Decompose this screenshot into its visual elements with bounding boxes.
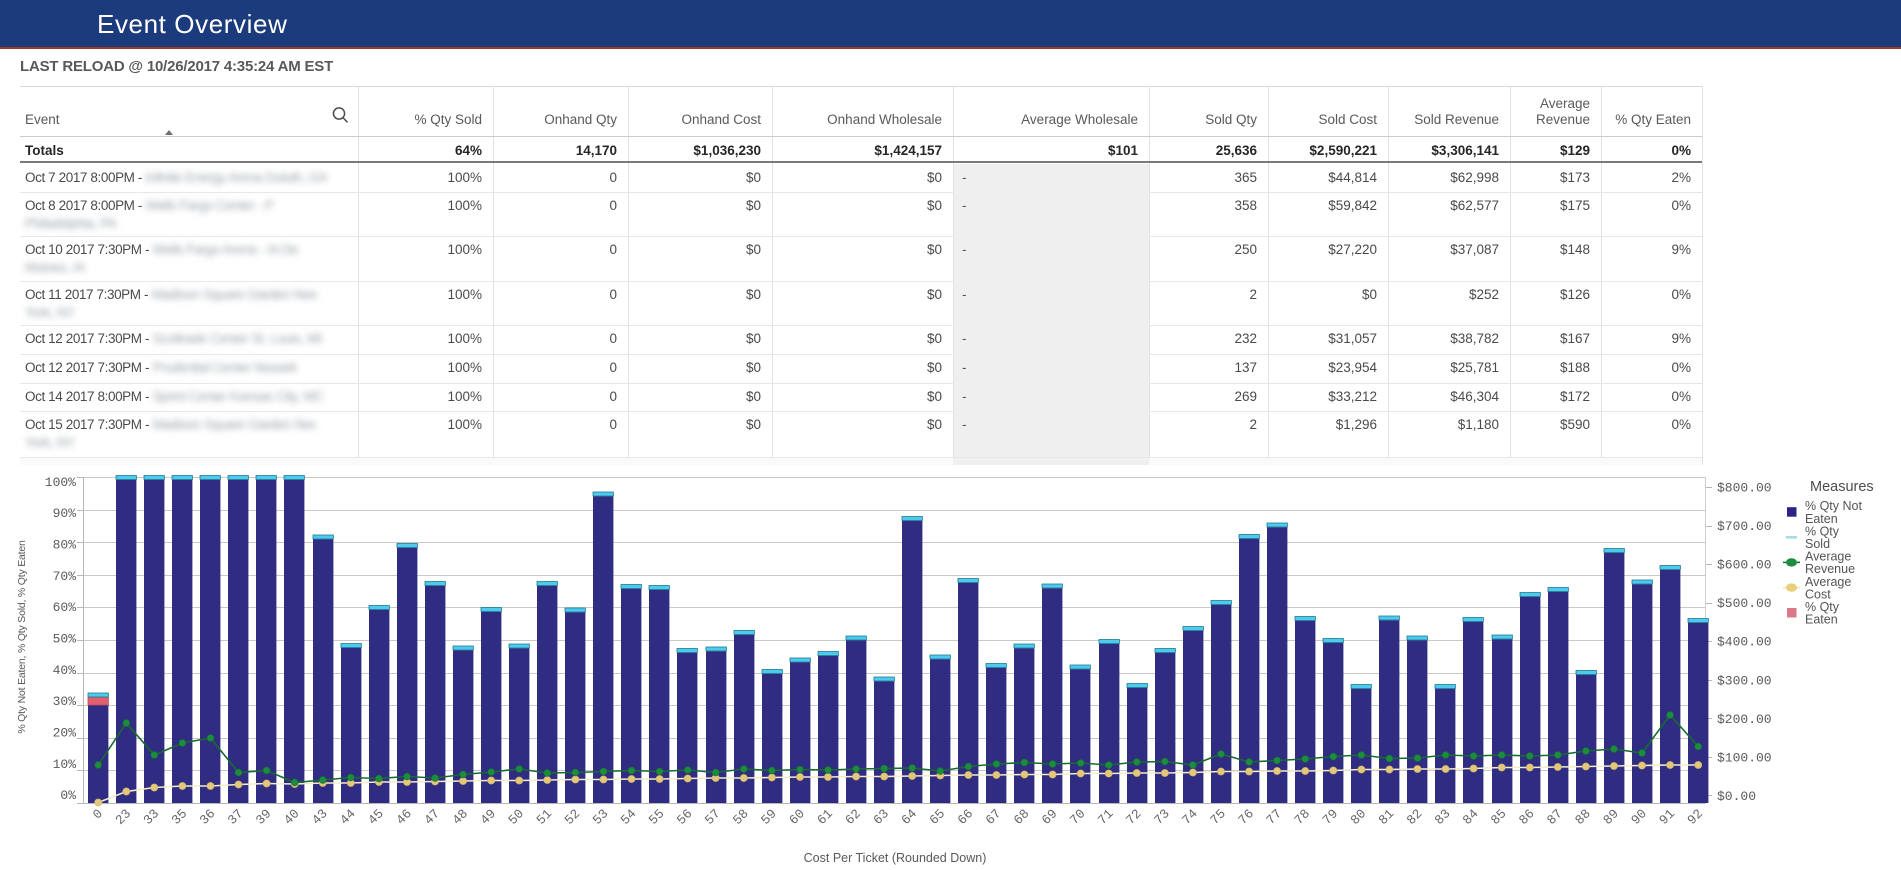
svg-text:39: 39 xyxy=(253,806,275,828)
svg-text:47: 47 xyxy=(421,806,443,828)
svg-text:0%: 0% xyxy=(60,788,76,803)
svg-text:87: 87 xyxy=(1544,806,1566,828)
svg-text:$100.00: $100.00 xyxy=(1717,750,1772,765)
svg-text:Average: Average xyxy=(1805,575,1851,589)
svg-text:69: 69 xyxy=(1039,806,1061,828)
svg-text:51: 51 xyxy=(533,806,555,828)
svg-text:54: 54 xyxy=(618,806,640,828)
svg-text:70: 70 xyxy=(1067,806,1089,828)
svg-text:$0.00: $0.00 xyxy=(1717,789,1756,804)
svg-text:72: 72 xyxy=(1123,806,1145,828)
svg-text:Eaten: Eaten xyxy=(1805,613,1838,627)
svg-text:78: 78 xyxy=(1291,806,1313,828)
svg-text:60%: 60% xyxy=(53,600,77,615)
svg-text:49: 49 xyxy=(477,806,499,828)
svg-text:44: 44 xyxy=(337,806,359,828)
svg-text:74: 74 xyxy=(1179,806,1201,828)
svg-text:65: 65 xyxy=(926,806,948,828)
svg-text:63: 63 xyxy=(870,806,892,828)
svg-text:35: 35 xyxy=(169,806,191,828)
svg-text:60: 60 xyxy=(786,806,808,828)
svg-text:88: 88 xyxy=(1572,806,1594,828)
svg-text:40%: 40% xyxy=(53,663,77,678)
svg-text:37: 37 xyxy=(225,806,247,828)
svg-text:20%: 20% xyxy=(53,726,77,741)
svg-text:46: 46 xyxy=(393,806,415,828)
svg-text:90: 90 xyxy=(1628,806,1650,828)
svg-text:10%: 10% xyxy=(53,757,77,772)
svg-text:0: 0 xyxy=(90,806,106,822)
svg-text:52: 52 xyxy=(562,806,584,828)
svg-text:55: 55 xyxy=(646,806,668,828)
svg-text:Sold: Sold xyxy=(1805,537,1830,551)
svg-text:62: 62 xyxy=(842,806,864,828)
svg-text:$200.00: $200.00 xyxy=(1717,712,1772,727)
svg-text:Measures: Measures xyxy=(1810,479,1874,495)
svg-text:50: 50 xyxy=(505,806,527,828)
svg-text:83: 83 xyxy=(1432,806,1454,828)
svg-text:84: 84 xyxy=(1460,806,1482,828)
svg-text:$400.00: $400.00 xyxy=(1717,635,1772,650)
svg-text:57: 57 xyxy=(702,806,724,828)
svg-text:53: 53 xyxy=(590,806,612,828)
svg-text:Cost: Cost xyxy=(1805,587,1831,601)
svg-text:100%: 100% xyxy=(45,475,76,490)
svg-text:56: 56 xyxy=(674,806,696,828)
svg-text:85: 85 xyxy=(1488,806,1510,828)
svg-text:33: 33 xyxy=(140,806,162,828)
svg-text:70%: 70% xyxy=(53,569,77,584)
svg-text:36: 36 xyxy=(197,806,219,828)
svg-text:76: 76 xyxy=(1235,806,1257,828)
svg-text:68: 68 xyxy=(1011,806,1033,828)
svg-text:64: 64 xyxy=(898,806,920,828)
svg-text:% Qty: % Qty xyxy=(1805,600,1840,614)
svg-text:67: 67 xyxy=(983,806,1005,828)
svg-text:77: 77 xyxy=(1263,806,1285,828)
svg-text:71: 71 xyxy=(1095,806,1117,828)
svg-text:40: 40 xyxy=(281,806,303,828)
svg-text:80%: 80% xyxy=(53,538,77,553)
svg-text:48: 48 xyxy=(449,806,471,828)
svg-text:61: 61 xyxy=(814,806,836,828)
svg-text:$600.00: $600.00 xyxy=(1717,558,1772,573)
svg-text:89: 89 xyxy=(1600,806,1622,828)
svg-text:$800.00: $800.00 xyxy=(1717,481,1772,496)
svg-text:Revenue: Revenue xyxy=(1805,562,1855,576)
svg-text:30%: 30% xyxy=(53,694,77,709)
svg-text:92: 92 xyxy=(1684,806,1706,828)
svg-text:% Qty Not Eaten, % Qty Sold, %: % Qty Not Eaten, % Qty Sold, % Qty Eaten xyxy=(16,540,28,734)
svg-text:90%: 90% xyxy=(53,506,77,521)
svg-text:79: 79 xyxy=(1319,806,1341,828)
svg-text:$300.00: $300.00 xyxy=(1717,673,1772,688)
svg-text:75: 75 xyxy=(1207,806,1229,828)
svg-text:91: 91 xyxy=(1656,806,1678,828)
svg-text:82: 82 xyxy=(1404,806,1426,828)
svg-text:43: 43 xyxy=(309,806,331,828)
svg-text:86: 86 xyxy=(1516,806,1538,828)
svg-text:$700.00: $700.00 xyxy=(1717,519,1772,534)
svg-text:23: 23 xyxy=(112,806,134,828)
svg-text:50%: 50% xyxy=(53,632,77,647)
svg-text:% Qty: % Qty xyxy=(1805,524,1840,538)
svg-text:58: 58 xyxy=(730,806,752,828)
svg-text:% Qty Not: % Qty Not xyxy=(1805,499,1862,513)
svg-text:81: 81 xyxy=(1376,806,1398,828)
svg-text:66: 66 xyxy=(955,806,977,828)
svg-text:Cost Per Ticket (Rounded Down): Cost Per Ticket (Rounded Down) xyxy=(804,851,987,865)
svg-text:$500.00: $500.00 xyxy=(1717,596,1772,611)
svg-text:45: 45 xyxy=(365,806,387,828)
svg-text:73: 73 xyxy=(1151,806,1173,828)
svg-text:59: 59 xyxy=(758,806,780,828)
svg-text:80: 80 xyxy=(1348,806,1370,828)
svg-text:Average: Average xyxy=(1805,550,1851,564)
svg-text:Eaten: Eaten xyxy=(1805,512,1838,526)
